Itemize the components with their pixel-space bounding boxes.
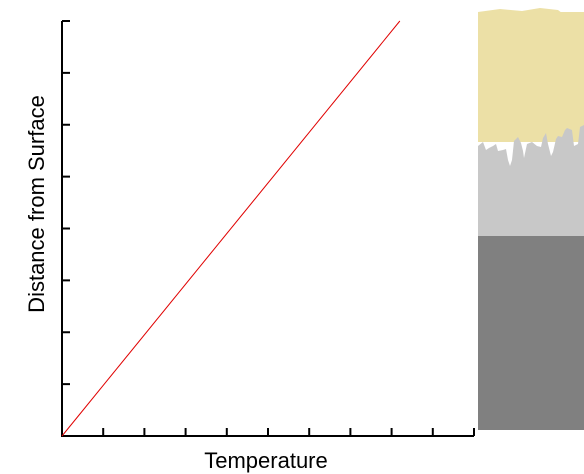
series-layer [61,20,401,437]
deep-layer [478,236,584,430]
x-axis-label: Temperature [204,448,328,473]
y-axis-ticks [62,20,70,386]
x-axis-ticks [102,428,475,436]
surface-layer-irregular-edge [478,8,584,142]
middle-layer [478,125,584,237]
temperature-line [61,20,401,437]
surface-cross-section [478,8,584,430]
temperature-profile-chart: Temperature Distance from Surface [24,20,475,473]
y-axis-label: Distance from Surface [24,95,49,313]
